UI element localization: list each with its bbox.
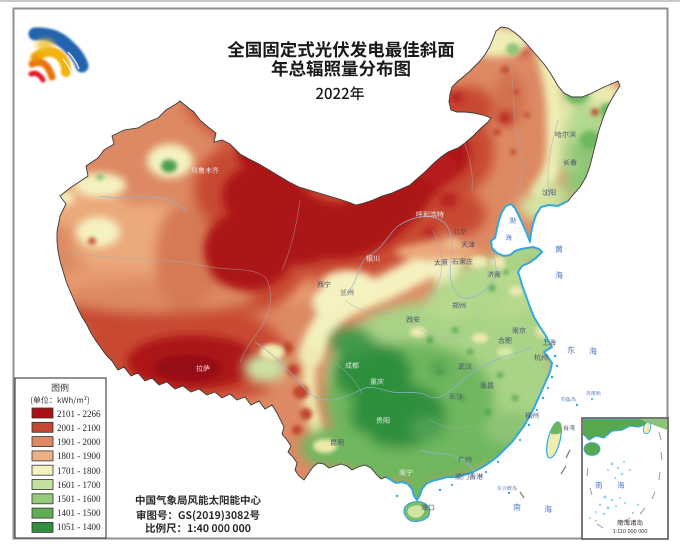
svg-text:1051 - 1400: 1051 - 1400 [57,522,101,532]
svg-text:1501 - 1600: 1501 - 1600 [57,494,101,504]
svg-text:1601 - 1700: 1601 - 1700 [57,480,101,490]
svg-text:2001 - 2100: 2001 - 2100 [57,423,101,433]
svg-text:1401 - 1500: 1401 - 1500 [57,508,101,518]
svg-text:1801 - 1900: 1801 - 1900 [57,451,101,461]
svg-text:1:110 000 000: 1:110 000 000 [613,529,648,535]
svg-text:2101 - 2266: 2101 - 2266 [57,409,101,419]
svg-text:1701 - 1800: 1701 - 1800 [57,466,101,476]
svg-text:1901 - 2000: 1901 - 2000 [57,437,101,447]
